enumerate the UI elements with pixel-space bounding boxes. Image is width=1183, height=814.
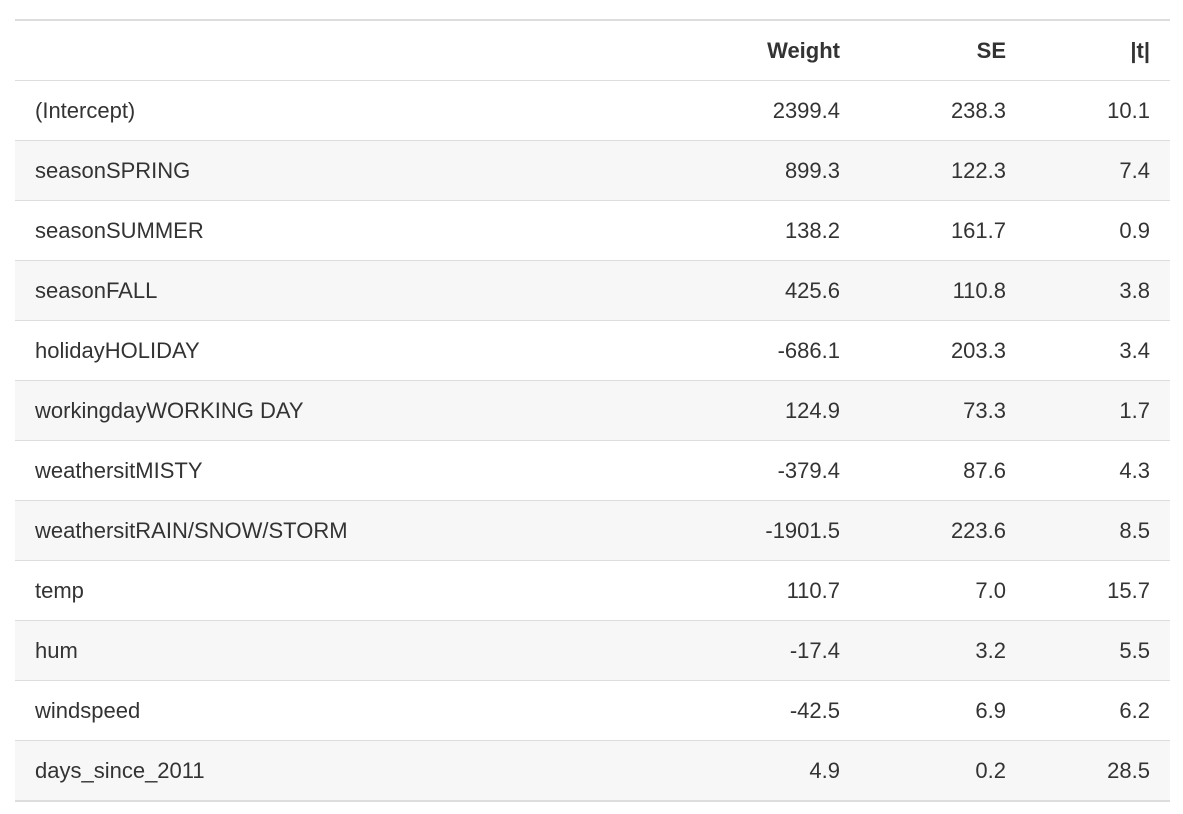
se-cell: 7.0 (860, 560, 1026, 621)
table-row: seasonFALL 425.6 110.8 3.8 (15, 260, 1170, 321)
se-cell: 110.8 (860, 260, 1026, 321)
weight-cell: -379.4 (655, 440, 860, 501)
table-row: seasonSPRING 899.3 122.3 7.4 (15, 140, 1170, 201)
weight-cell: 4.9 (655, 740, 860, 802)
term-cell: workingdayWORKING DAY (15, 380, 655, 441)
se-cell: 122.3 (860, 140, 1026, 201)
se-cell: 6.9 (860, 680, 1026, 741)
term-cell: seasonSPRING (15, 140, 655, 201)
t-cell: 4.3 (1026, 440, 1170, 501)
table-row: hum -17.4 3.2 5.5 (15, 620, 1170, 681)
column-header-t: |t| (1026, 20, 1170, 81)
table-row: temp 110.7 7.0 15.7 (15, 560, 1170, 621)
column-header-term (15, 20, 655, 81)
weight-cell: 2399.4 (655, 80, 860, 141)
t-cell: 5.5 (1026, 620, 1170, 681)
se-cell: 87.6 (860, 440, 1026, 501)
table-row: windspeed -42.5 6.9 6.2 (15, 680, 1170, 741)
term-cell: weathersitRAIN/SNOW/STORM (15, 500, 655, 561)
t-cell: 6.2 (1026, 680, 1170, 741)
term-cell: seasonFALL (15, 260, 655, 321)
table-row: holidayHOLIDAY -686.1 203.3 3.4 (15, 320, 1170, 381)
term-cell: windspeed (15, 680, 655, 741)
term-cell: (Intercept) (15, 80, 655, 141)
weight-cell: 124.9 (655, 380, 860, 441)
table-row: seasonSUMMER 138.2 161.7 0.9 (15, 200, 1170, 261)
term-cell: holidayHOLIDAY (15, 320, 655, 381)
term-cell: seasonSUMMER (15, 200, 655, 261)
se-cell: 73.3 (860, 380, 1026, 441)
t-cell: 28.5 (1026, 740, 1170, 802)
t-cell: 3.4 (1026, 320, 1170, 381)
weight-cell: -1901.5 (655, 500, 860, 561)
t-cell: 0.9 (1026, 200, 1170, 261)
weight-cell: 425.6 (655, 260, 860, 321)
t-cell: 15.7 (1026, 560, 1170, 621)
table-row: days_since_2011 4.9 0.2 28.5 (15, 740, 1170, 802)
se-cell: 0.2 (860, 740, 1026, 802)
se-cell: 238.3 (860, 80, 1026, 141)
table-header: Weight SE |t| (15, 20, 1170, 81)
header-row: Weight SE |t| (15, 20, 1170, 81)
weight-cell: -42.5 (655, 680, 860, 741)
se-cell: 161.7 (860, 200, 1026, 261)
weight-cell: 138.2 (655, 200, 860, 261)
term-cell: days_since_2011 (15, 740, 655, 802)
table-row: (Intercept) 2399.4 238.3 10.1 (15, 80, 1170, 141)
term-cell: temp (15, 560, 655, 621)
column-header-se: SE (860, 20, 1026, 81)
se-cell: 203.3 (860, 320, 1026, 381)
coefficient-table-container: Weight SE |t| (Intercept) 2399.4 238.3 1… (15, 19, 1170, 802)
t-cell: 3.8 (1026, 260, 1170, 321)
weight-cell: -686.1 (655, 320, 860, 381)
coefficient-table: Weight SE |t| (Intercept) 2399.4 238.3 1… (15, 19, 1170, 802)
term-cell: hum (15, 620, 655, 681)
weight-cell: 110.7 (655, 560, 860, 621)
column-header-weight: Weight (655, 20, 860, 81)
weight-cell: -17.4 (655, 620, 860, 681)
t-cell: 1.7 (1026, 380, 1170, 441)
t-cell: 8.5 (1026, 500, 1170, 561)
weight-cell: 899.3 (655, 140, 860, 201)
t-cell: 7.4 (1026, 140, 1170, 201)
se-cell: 3.2 (860, 620, 1026, 681)
table-row: weathersitRAIN/SNOW/STORM -1901.5 223.6 … (15, 500, 1170, 561)
table-row: workingdayWORKING DAY 124.9 73.3 1.7 (15, 380, 1170, 441)
table-body: (Intercept) 2399.4 238.3 10.1 seasonSPRI… (15, 80, 1170, 802)
term-cell: weathersitMISTY (15, 440, 655, 501)
t-cell: 10.1 (1026, 80, 1170, 141)
table-row: weathersitMISTY -379.4 87.6 4.3 (15, 440, 1170, 501)
se-cell: 223.6 (860, 500, 1026, 561)
